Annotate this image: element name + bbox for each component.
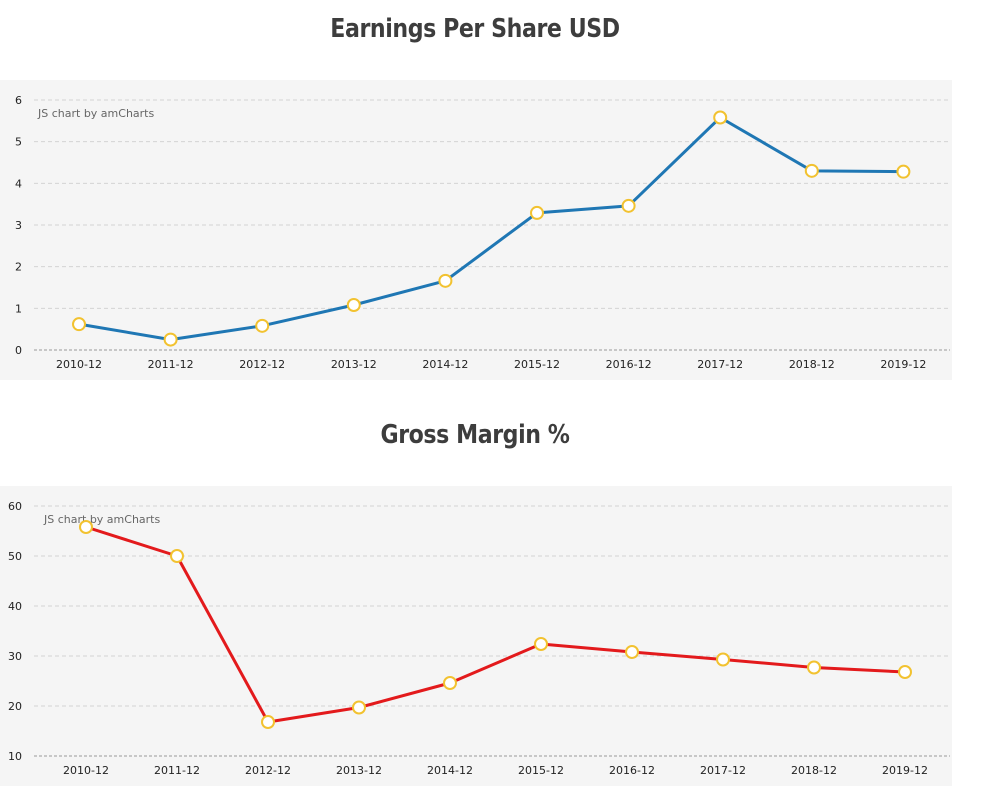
x-tick-label: 2012-12 [245, 764, 291, 777]
data-point[interactable] [438, 273, 453, 288]
y-tick-label: 20 [8, 700, 22, 713]
x-tick-label: 2011-12 [148, 358, 194, 371]
data-point[interactable] [807, 660, 821, 675]
chart-eps: 0 1 2 3 4 5 6 JS chart by amCharts 2010-12 2011-1… [0, 80, 952, 380]
data-point[interactable] [255, 318, 270, 333]
data-point[interactable] [346, 298, 361, 312]
chart-title-gross-margin: Gross Margin % [380, 420, 570, 450]
data-point[interactable] [534, 637, 548, 651]
y-tick-label: 0 [15, 344, 22, 357]
data-point[interactable] [163, 332, 178, 347]
x-tick-label: 2012-12 [239, 358, 285, 371]
data-point[interactable] [896, 164, 911, 179]
y-tick-label: 40 [8, 600, 22, 613]
chart-credit: JS chart by amCharts [37, 107, 154, 120]
x-tick-label: 2010-12 [63, 764, 109, 777]
y-tick-label: 3 [15, 219, 22, 232]
data-point[interactable] [713, 110, 728, 125]
x-tick-label: 2015-12 [518, 764, 564, 777]
data-point[interactable] [530, 205, 544, 220]
y-tick-label: 6 [15, 94, 22, 107]
x-tick-label: 2016-12 [606, 358, 652, 371]
x-tick-label: 2013-12 [331, 358, 377, 371]
y-tick-label: 1 [15, 302, 22, 315]
x-tick-label: 2019-12 [882, 764, 928, 777]
x-tick-label: 2019-12 [880, 358, 926, 371]
data-point[interactable] [170, 549, 184, 563]
x-tick-label: 2015-12 [514, 358, 560, 371]
y-tick-label: 2 [15, 261, 22, 274]
y-tick-label: 60 [8, 500, 22, 513]
x-tick-label: 2017-12 [700, 764, 746, 777]
y-tick-label: 4 [15, 177, 22, 190]
x-tick-label: 2018-12 [789, 358, 835, 371]
series-line [85, 525, 906, 724]
x-tick-label: 2016-12 [609, 764, 655, 777]
data-point[interactable] [716, 652, 730, 667]
x-tick-label: 2011-12 [154, 764, 200, 777]
data-point[interactable] [898, 665, 912, 679]
x-tick-label: 2010-12 [56, 358, 102, 371]
chart-title-eps: Earnings Per Share USD [330, 14, 620, 44]
data-point[interactable] [625, 645, 639, 659]
y-tick-label: 50 [8, 550, 22, 563]
data-point[interactable] [72, 317, 86, 332]
x-tick-label: 2017-12 [697, 358, 743, 371]
x-tick-label: 2014-12 [427, 764, 473, 777]
chart-eps-plot: 0 1 2 3 4 5 6 JS chart by amCharts 2010-12 2011-1… [15, 94, 950, 371]
chart-credit: JS chart by amCharts [43, 513, 160, 526]
y-tick-label: 30 [8, 650, 22, 663]
data-point[interactable] [79, 520, 93, 534]
x-tick-label: 2014-12 [422, 358, 468, 371]
data-point[interactable] [804, 163, 819, 178]
x-tick-label: 2018-12 [791, 764, 837, 777]
data-point[interactable] [621, 198, 636, 213]
data-point[interactable] [443, 676, 457, 690]
y-tick-label: 10 [8, 750, 22, 763]
y-tick-label: 5 [15, 136, 22, 149]
data-point[interactable] [261, 715, 275, 729]
x-tick-label: 2013-12 [336, 764, 382, 777]
chart-gross-margin-plot: 10 20 30 40 50 60 JS chart by amCharts 2010-12 2… [8, 500, 950, 777]
chart-gross-margin: 10 20 30 40 50 60 JS chart by amCharts 2010-12 2… [0, 486, 952, 786]
data-point[interactable] [352, 700, 366, 715]
series-line [78, 116, 904, 342]
